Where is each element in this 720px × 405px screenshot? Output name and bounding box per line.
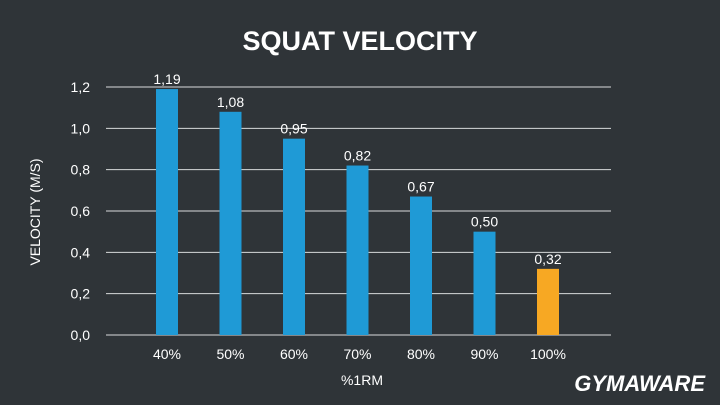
bar-80pct bbox=[410, 196, 432, 335]
data-label: 0,50 bbox=[471, 214, 498, 230]
y-tick-label: 0,0 bbox=[71, 327, 91, 343]
bars bbox=[156, 89, 559, 335]
x-tick-label: 80% bbox=[407, 346, 435, 362]
x-tick-label: 100% bbox=[530, 346, 566, 362]
x-tick-label: 50% bbox=[216, 346, 244, 362]
y-tick-label: 1,2 bbox=[71, 79, 91, 95]
chart-title: SQUAT VELOCITY bbox=[242, 26, 477, 56]
x-tick-label: 90% bbox=[470, 346, 498, 362]
bar-90pct bbox=[473, 231, 496, 335]
y-tick-label: 0,4 bbox=[71, 244, 91, 260]
x-tick-label: 70% bbox=[343, 346, 371, 362]
y-tick-label: 0,2 bbox=[71, 286, 91, 302]
bar-70pct bbox=[346, 165, 369, 335]
data-label: 0,95 bbox=[280, 121, 307, 137]
bar-40pct bbox=[156, 89, 178, 335]
y-tick-label: 1,0 bbox=[71, 120, 91, 136]
bar-100pct bbox=[537, 268, 559, 335]
data-label: 0,67 bbox=[407, 179, 434, 195]
x-axis-ticks: 40% 50% 60% 70% 80% 90% 100% bbox=[153, 346, 566, 362]
data-label: 0,32 bbox=[534, 251, 561, 267]
data-label: 1,08 bbox=[217, 94, 244, 110]
bar-60pct bbox=[283, 138, 305, 335]
y-axis-ticks: 0,0 0,2 0,4 0,6 0,8 1,0 1,2 bbox=[71, 79, 91, 343]
bar-50pct bbox=[219, 111, 242, 335]
x-tick-label: 60% bbox=[280, 346, 308, 362]
y-axis-label: VELOCITY (M/S) bbox=[27, 158, 43, 265]
x-axis-label: %1RM bbox=[341, 372, 383, 388]
gymaware-logo: GYMAWARE bbox=[574, 371, 706, 396]
data-label: 1,19 bbox=[153, 71, 180, 87]
data-label: 0,82 bbox=[344, 148, 371, 164]
x-tick-label: 40% bbox=[153, 346, 181, 362]
y-tick-label: 0,8 bbox=[71, 162, 91, 178]
y-tick-label: 0,6 bbox=[71, 203, 91, 219]
data-labels: 1,19 1,08 0,95 0,82 0,67 0,50 0,32 bbox=[153, 71, 561, 267]
